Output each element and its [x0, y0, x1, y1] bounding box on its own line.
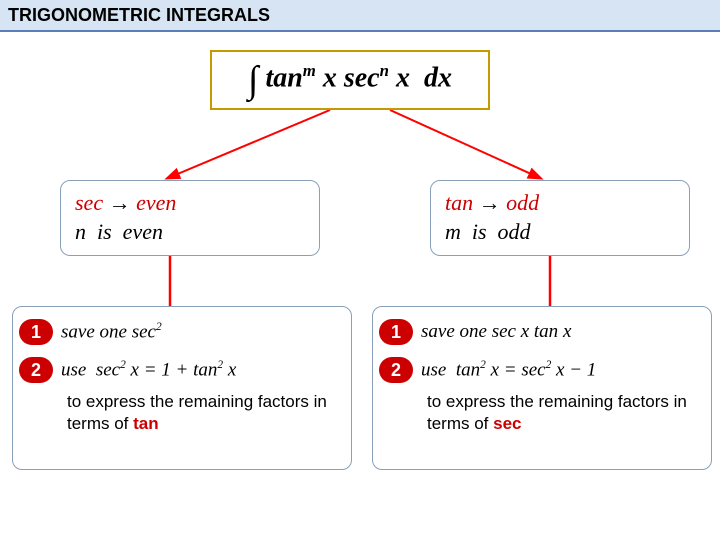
integral-box: ∫ tanm x secn x dx [210, 50, 490, 110]
integral-expression: ∫ tanm x secn x dx [248, 58, 452, 102]
case-left-line1: sec → even [75, 189, 305, 218]
step-left-note: to express the remaining factors in term… [67, 391, 345, 435]
case-right-line1: tan → odd [445, 189, 675, 218]
step-left-2-text: use sec2 x = 1 + tan2 x [61, 359, 236, 381]
step-right-note-pre: to express the remaining factors in term… [427, 392, 687, 433]
integral-sign-icon: ∫ [248, 59, 258, 101]
step-left-1-text: save one sec2 [61, 321, 162, 343]
case-right-line2: m is odd [445, 218, 675, 247]
badge-2: 2 [19, 357, 53, 383]
arrow-right [390, 110, 540, 178]
arrow-left [168, 110, 330, 178]
step-left-note-hl: tan [133, 414, 159, 433]
badge-2r: 2 [379, 357, 413, 383]
step-left-2: 2 use sec2 x = 1 + tan2 x [19, 353, 345, 387]
steps-box-right: 1 save one sec x tan x 2 use tan2 x = se… [372, 306, 712, 470]
step-right-note-hl: sec [493, 414, 521, 433]
case-box-sec-even: sec → even n is even [60, 180, 320, 256]
step-right-2-text: use tan2 x = sec2 x − 1 [421, 359, 596, 381]
header-bar: TRIGONOMETRIC INTEGRALS [0, 0, 720, 32]
step-right-1-text: save one sec x tan x [421, 321, 571, 343]
page-title: TRIGONOMETRIC INTEGRALS [8, 5, 270, 26]
case-box-tan-odd: tan → odd m is odd [430, 180, 690, 256]
step-right-note: to express the remaining factors in term… [427, 391, 705, 435]
steps-box-left: 1 save one sec2 2 use sec2 x = 1 + tan2 … [12, 306, 352, 470]
step-left-1: 1 save one sec2 [19, 315, 345, 349]
badge-1r: 1 [379, 319, 413, 345]
step-right-1: 1 save one sec x tan x [379, 315, 705, 349]
badge-1: 1 [19, 319, 53, 345]
step-left-note-pre: to express the remaining factors in term… [67, 392, 327, 433]
step-right-2: 2 use tan2 x = sec2 x − 1 [379, 353, 705, 387]
case-left-line2: n is even [75, 218, 305, 247]
